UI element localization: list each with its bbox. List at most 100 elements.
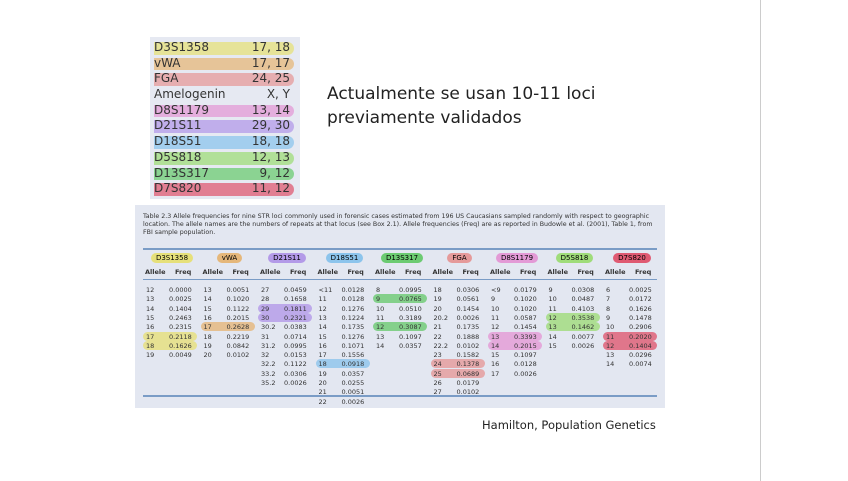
highlight <box>154 151 294 165</box>
column-header: Freq <box>232 268 249 276</box>
highlight <box>154 104 294 118</box>
profile-row: FGA 24, 25 <box>154 71 296 87</box>
freq-cell: 0.0051 <box>341 388 365 397</box>
freq-cell: 0.1378 <box>456 360 480 369</box>
allele-cell: 26 <box>433 379 442 387</box>
freq-cell: 0.0000 <box>169 286 192 294</box>
freq-cell: 0.0077 <box>571 332 595 341</box>
freq-cell: 0.1462 <box>571 323 595 332</box>
freq-cell: 0.3538 <box>571 313 595 322</box>
freq-cell: 0.2315 <box>169 323 192 332</box>
freq-cell: 0.2219 <box>226 332 250 341</box>
genotype-value: 18, 18 <box>251 134 290 149</box>
freq-cell: 0.0459 <box>284 286 307 294</box>
allele-cell: 13 <box>203 286 212 294</box>
locus-name: D21S11 <box>154 118 202 133</box>
column-header: Allele <box>375 268 396 276</box>
column-header: Allele <box>145 268 166 276</box>
allele-cell: 20 <box>203 351 212 360</box>
highlight <box>154 57 294 71</box>
profile-row: vWA 17, 17 <box>154 56 296 72</box>
genotype-value: X, Y <box>266 87 290 102</box>
freq-cell: 0.1097 <box>514 351 537 360</box>
freq-cell: 0.1582 <box>456 351 480 360</box>
column-header: Allele <box>605 268 626 276</box>
locus-header: D21S11 <box>258 253 316 263</box>
allele-cell: 9 <box>376 295 381 304</box>
freq-cell: 0.0561 <box>456 295 480 304</box>
locus-header: D3S1358 <box>143 253 201 263</box>
freq-cell: 0.0172 <box>629 295 652 304</box>
freq-cell: 0.0587 <box>514 313 537 322</box>
freq-cell: 0.1478 <box>629 313 652 322</box>
genotype-value: 13, 14 <box>251 102 290 117</box>
locus-label: D7S820 <box>613 253 651 263</box>
freq-cell: 0.1626 <box>169 341 192 350</box>
freq-cell: 0.1811 <box>284 304 307 313</box>
freq-cell: 0.4103 <box>571 304 595 313</box>
source-credit: Hamilton, Population Genetics <box>482 418 656 432</box>
allele-cell: 32 <box>261 351 270 360</box>
allele-cell: 13 <box>548 323 557 332</box>
freq-cell: 0.0765 <box>399 295 422 304</box>
freq-cell: 0.1276 <box>341 332 365 341</box>
freq-cell: 0.0995 <box>399 286 422 294</box>
freq-cell: 0.1071 <box>341 341 365 350</box>
locus-label: D13S317 <box>380 253 424 263</box>
freq-cell: 0.0128 <box>514 360 537 369</box>
highlight <box>258 312 312 322</box>
freq-cell: 0.0689 <box>456 369 480 378</box>
allele-cell: 14 <box>376 341 385 350</box>
allele-cell: <11 <box>318 286 333 294</box>
allele-cell: 14 <box>146 304 155 313</box>
allele-cell: 17 <box>146 332 155 341</box>
column-header: Freq <box>347 268 364 276</box>
column-header: Allele <box>432 268 454 276</box>
allele-cell: 31.2 <box>261 341 276 350</box>
freq-cell: 0.1626 <box>629 304 652 313</box>
allele-cell: 14 <box>606 360 615 369</box>
allele-cell: 11 <box>491 313 500 322</box>
allele-cell: 16 <box>318 341 327 350</box>
allele-cell: 16 <box>203 313 212 322</box>
allele-cell: 19 <box>203 341 212 350</box>
dna-profile-panel: D3S1358 17, 18 vWA 17, 17 FGA 24, 25 Amelogeni… <box>150 37 300 199</box>
freq-cell: 0.2015 <box>226 313 250 322</box>
allele-cell: 15 <box>203 304 212 313</box>
profile-row: Amelogenin X, Y <box>154 87 296 103</box>
allele-cell: 12 <box>376 323 385 332</box>
freq-cell: 0.0255 <box>341 379 365 387</box>
freq-cell: 0.0074 <box>629 360 652 369</box>
freq-cell: 0.1020 <box>226 295 250 304</box>
locus-name: D13S317 <box>154 165 210 180</box>
highlight <box>545 312 600 322</box>
freq-cell: 0.0306 <box>284 369 307 378</box>
profile-row: D5S818 12, 13 <box>154 150 296 166</box>
allele-cell: 13 <box>606 351 615 360</box>
locus-header: FGA <box>431 253 489 263</box>
locus-label: D3S1358 <box>150 253 194 263</box>
allele-cell: 14 <box>203 295 212 304</box>
allele-cell: 30 <box>261 313 270 322</box>
profile-row: D8S1179 13, 14 <box>154 103 296 119</box>
allele-cell: 14 <box>318 323 327 332</box>
allele-cell: 33.2 <box>261 369 276 378</box>
highlight <box>488 331 542 341</box>
allele-cell: 9 <box>548 286 553 294</box>
freq-cell: 0.1020 <box>514 295 537 304</box>
highlight <box>430 368 485 378</box>
locus-name: vWA <box>154 55 181 70</box>
allele-cell: 10 <box>606 323 615 332</box>
column-header: Freq <box>520 268 537 276</box>
freq-cell: 0.2118 <box>169 332 192 341</box>
freq-cell: 0.0128 <box>341 295 365 304</box>
profile-row: D7S820 11, 12 <box>154 181 296 197</box>
freq-cell: 0.0026 <box>284 379 307 387</box>
freq-cell: 0.0179 <box>514 286 537 294</box>
heading-line: Actualmente se usan 10-11 loci <box>327 84 596 104</box>
locus-header: D13S317 <box>373 253 431 263</box>
locus-name: D5S818 <box>154 149 202 164</box>
genotype-value: 17, 18 <box>251 40 290 54</box>
column-header: Allele <box>260 268 281 276</box>
highlight <box>154 136 294 149</box>
